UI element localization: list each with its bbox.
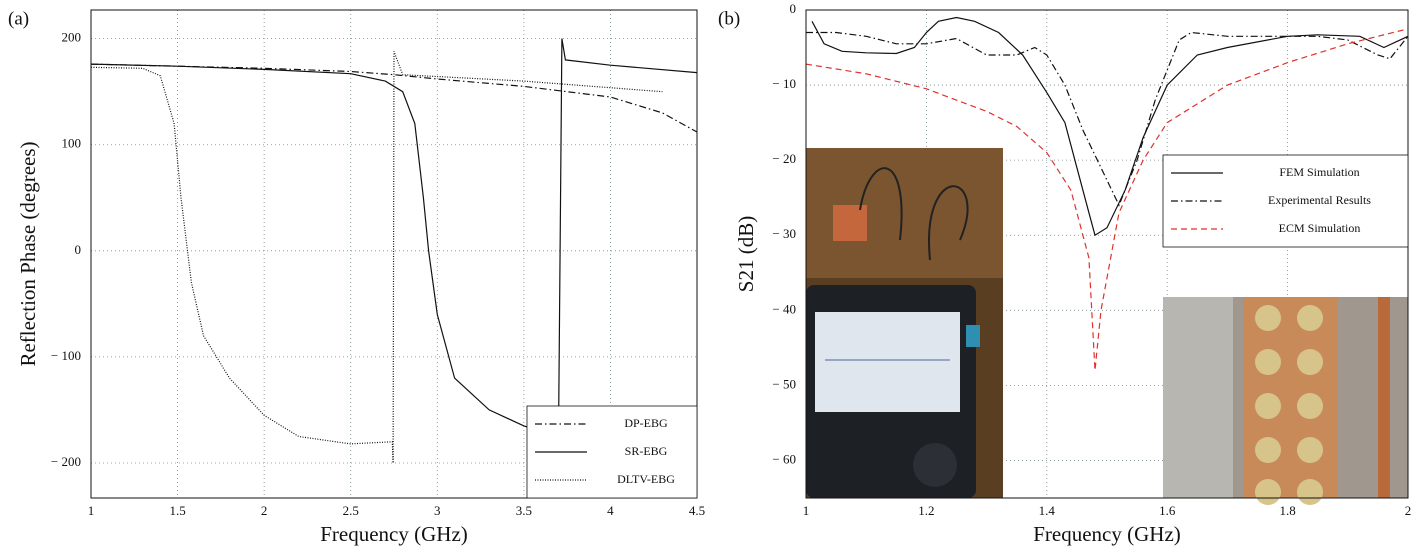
- plot-frame: [805, 9, 1409, 499]
- panel-label: (a): [8, 8, 29, 29]
- y-tick-label: 0: [790, 1, 797, 16]
- data-line: [811, 16, 1409, 237]
- photo-tab: [966, 325, 980, 347]
- photo-layer: [806, 148, 1408, 505]
- plot-frame: [90, 9, 698, 499]
- data-line: [90, 38, 698, 438]
- x-tick-label: 2: [261, 503, 268, 518]
- photo-screen: [815, 312, 960, 412]
- x-axis-label: Frequency (GHz): [1033, 522, 1181, 546]
- y-tick-label: − 60: [772, 451, 796, 466]
- photo-cable: [859, 167, 969, 261]
- y-tick-label: − 100: [51, 348, 81, 363]
- x-tick-label: 4.5: [689, 503, 705, 518]
- legend-label: DLTV-EBG: [617, 472, 675, 486]
- x-tick-label: 1.6: [1159, 503, 1176, 518]
- legend-label: Experimental Results: [1268, 193, 1371, 207]
- photo-feedline: [1378, 297, 1390, 498]
- x-tick-label: 3.5: [516, 503, 532, 518]
- data-line: [90, 63, 698, 133]
- x-tick-label: 1.5: [169, 503, 185, 518]
- x-axis-label: Frequency (GHz): [320, 522, 468, 546]
- data-line: [90, 51, 663, 464]
- x-tick-label: 1: [803, 503, 810, 518]
- legend-label: FEM Simulation: [1279, 165, 1359, 179]
- photo-inset: [1163, 297, 1408, 505]
- x-tick-label: 1.4: [1039, 503, 1056, 518]
- x-tick-label: 1.2: [918, 503, 934, 518]
- y-tick-label: − 30: [772, 226, 796, 241]
- x-tick-label: 1.8: [1279, 503, 1295, 518]
- x-tick-label: 4: [607, 503, 614, 518]
- legend: DP-EBG SR-EBG DLTV-EBG: [526, 405, 698, 499]
- y-tick-label: − 20: [772, 151, 796, 166]
- data-line: [806, 31, 1409, 207]
- x-tick-label: 2.5: [343, 503, 359, 518]
- y-tick-label: − 40: [772, 301, 796, 316]
- legend: FEM Simulation Experimental Results ECM Si…: [1162, 154, 1409, 248]
- legend-label: SR-EBG: [625, 444, 668, 458]
- y-tick-label: − 50: [772, 376, 796, 391]
- photo-knob: [913, 443, 957, 487]
- y-axis-label: Reflection Phase (degrees): [16, 141, 40, 366]
- photo-ruler: [1163, 297, 1233, 498]
- panel-label: (b): [718, 8, 740, 29]
- y-tick-label: 0: [75, 242, 82, 257]
- x-tick-label: 3: [434, 503, 441, 518]
- x-tick-label: 2: [1405, 503, 1412, 518]
- y-axis-label: S21 (dB): [734, 216, 758, 292]
- y-tick-label: − 10: [772, 76, 796, 91]
- y-tick-label: 200: [62, 30, 82, 45]
- x-tick-label: 1: [88, 503, 95, 518]
- legend-label: DP-EBG: [624, 416, 668, 430]
- photo-board: [833, 205, 867, 241]
- photo-board: [1243, 297, 1338, 498]
- legend-label: ECM Simulation: [1279, 221, 1361, 235]
- y-tick-label: 100: [62, 136, 82, 151]
- data-line: [805, 28, 1409, 371]
- photo-inset: [806, 148, 1003, 498]
- y-tick-label: − 200: [51, 454, 81, 469]
